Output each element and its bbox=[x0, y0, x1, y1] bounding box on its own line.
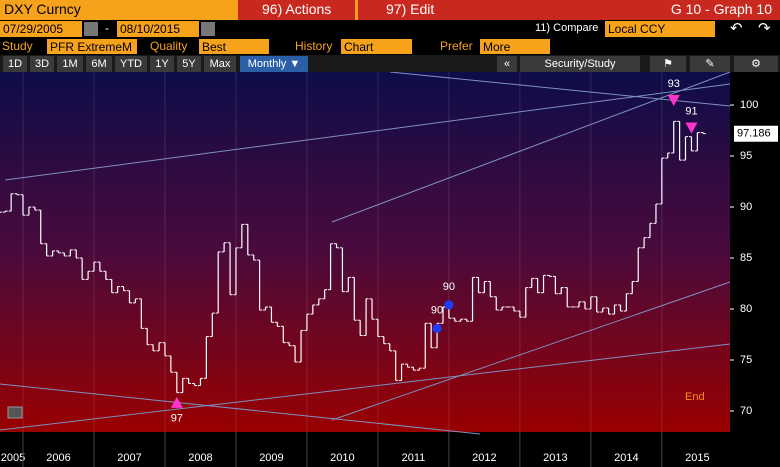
trend-line bbox=[331, 281, 731, 421]
range-button[interactable]: Max bbox=[204, 56, 236, 72]
calendar-icon[interactable] bbox=[201, 22, 215, 36]
actions-label: 96) Actions bbox=[262, 1, 332, 17]
x-tick-label: 2010 bbox=[330, 452, 354, 464]
x-tick-label: 2006 bbox=[46, 452, 70, 464]
currency-select[interactable]: Local CCY bbox=[605, 21, 715, 37]
security-study-button[interactable]: Security/Study bbox=[520, 56, 640, 72]
quality-label: Quality bbox=[150, 39, 188, 53]
y-tick-label: 75 bbox=[740, 354, 752, 366]
title-bar: DXY Curncy 96) Actions 97) Edit G 10 - G… bbox=[0, 0, 780, 20]
signal-label: 97 bbox=[171, 413, 183, 425]
flag-button[interactable]: ⚑ bbox=[650, 56, 686, 72]
end-label: End bbox=[685, 391, 705, 403]
graph-bar: G 10 - Graph 10 bbox=[465, 0, 780, 20]
range-button[interactable]: 5Y bbox=[177, 56, 201, 72]
range-button[interactable]: 3D bbox=[30, 56, 54, 72]
range-button[interactable]: 1M bbox=[57, 56, 83, 72]
date-dash: - bbox=[105, 21, 109, 35]
range-button[interactable]: YTD bbox=[115, 56, 147, 72]
range-button[interactable]: 1Y bbox=[150, 56, 174, 72]
security-study-label: Security/Study bbox=[544, 58, 616, 70]
quality-select[interactable]: Best bbox=[199, 39, 269, 54]
end-date[interactable]: 08/10/2015 bbox=[117, 21, 199, 37]
trend-lines bbox=[0, 72, 731, 435]
last-price-box bbox=[734, 125, 778, 142]
trend-line bbox=[331, 72, 731, 223]
redo-icon[interactable]: ↷ bbox=[758, 20, 771, 37]
x-tick-label: 2012 bbox=[472, 452, 496, 464]
signal-label: 91 bbox=[685, 105, 697, 117]
trend-line bbox=[0, 383, 481, 435]
compare-label: 11) Compare bbox=[535, 22, 599, 34]
signal-label: 90 bbox=[443, 281, 455, 293]
x-tick-label: 2013 bbox=[543, 452, 567, 464]
chart: 70 75 80 85 90 95 100 2005 2006 2007 2008 2009 2010 2… bbox=[0, 72, 780, 467]
x-tick-label: 2015 bbox=[685, 452, 709, 464]
signal-marker bbox=[170, 396, 183, 408]
y-tick-label: 70 bbox=[740, 405, 752, 417]
collapse-button[interactable]: « bbox=[497, 56, 517, 72]
settings-button[interactable]: ⚙ bbox=[734, 56, 778, 72]
start-date[interactable]: 07/29/2005 bbox=[0, 21, 82, 37]
calendar-icon[interactable] bbox=[84, 22, 98, 36]
edit-label: 97) Edit bbox=[386, 1, 435, 17]
trend-line bbox=[4, 83, 731, 181]
prefer-label: Prefer bbox=[440, 39, 473, 53]
x-tick-label: 2008 bbox=[188, 452, 212, 464]
y-tick-label: 90 bbox=[740, 201, 752, 213]
date-bar: 07/29/2005 - 08/10/2015 11) Compare Loca… bbox=[0, 20, 780, 38]
period-select[interactable]: Monthly ▼ bbox=[240, 56, 308, 72]
y-tick-label: 95 bbox=[740, 150, 752, 162]
legend-toggle[interactable] bbox=[7, 406, 23, 419]
last-price-label: 97.186 bbox=[737, 128, 771, 140]
history-label: History bbox=[295, 39, 333, 53]
x-tick-label: 2007 bbox=[117, 452, 141, 464]
signal-marker bbox=[432, 323, 442, 333]
edit-menu[interactable]: 97) Edit bbox=[358, 0, 465, 20]
actions-menu[interactable]: 96) Actions bbox=[238, 0, 355, 20]
signal-label: 93 bbox=[668, 78, 680, 90]
study-bar: Study PFR ExtremeM Quality Best History … bbox=[0, 38, 780, 55]
edit-button[interactable]: ✎ bbox=[690, 56, 730, 72]
history-select[interactable]: Chart bbox=[341, 39, 412, 54]
signal-marker bbox=[667, 94, 680, 106]
signal-marker bbox=[444, 300, 454, 310]
x-tick-label: 2005 bbox=[1, 452, 25, 464]
ticker: DXY Curncy bbox=[4, 1, 81, 17]
y-tick-label: 85 bbox=[740, 252, 752, 264]
range-button[interactable]: 1D bbox=[3, 56, 27, 72]
trend-line bbox=[0, 343, 731, 431]
plot-background bbox=[0, 72, 730, 432]
graph-label: G 10 - Graph 10 bbox=[670, 1, 772, 17]
x-axis-panel bbox=[0, 432, 780, 467]
range-button[interactable]: 6M bbox=[86, 56, 112, 72]
signal-label: 90 bbox=[431, 304, 443, 316]
study-select[interactable]: PFR ExtremeM bbox=[47, 39, 137, 54]
y-tick-label: 100 bbox=[740, 99, 758, 111]
prefer-select[interactable]: More bbox=[480, 39, 550, 54]
x-tick-label: 2014 bbox=[614, 452, 638, 464]
x-tick-label: 2009 bbox=[259, 452, 283, 464]
signal-marker bbox=[685, 122, 698, 134]
x-tick-label: 2011 bbox=[402, 452, 426, 464]
study-label: Study bbox=[2, 39, 33, 53]
range-bar: Monthly ▼ « Security/Study ⚑ ✎ ⚙ 1D 3D 1M 6… bbox=[0, 55, 780, 72]
y-tick-label: 80 bbox=[740, 303, 752, 315]
undo-icon[interactable]: ↶ bbox=[730, 20, 743, 37]
